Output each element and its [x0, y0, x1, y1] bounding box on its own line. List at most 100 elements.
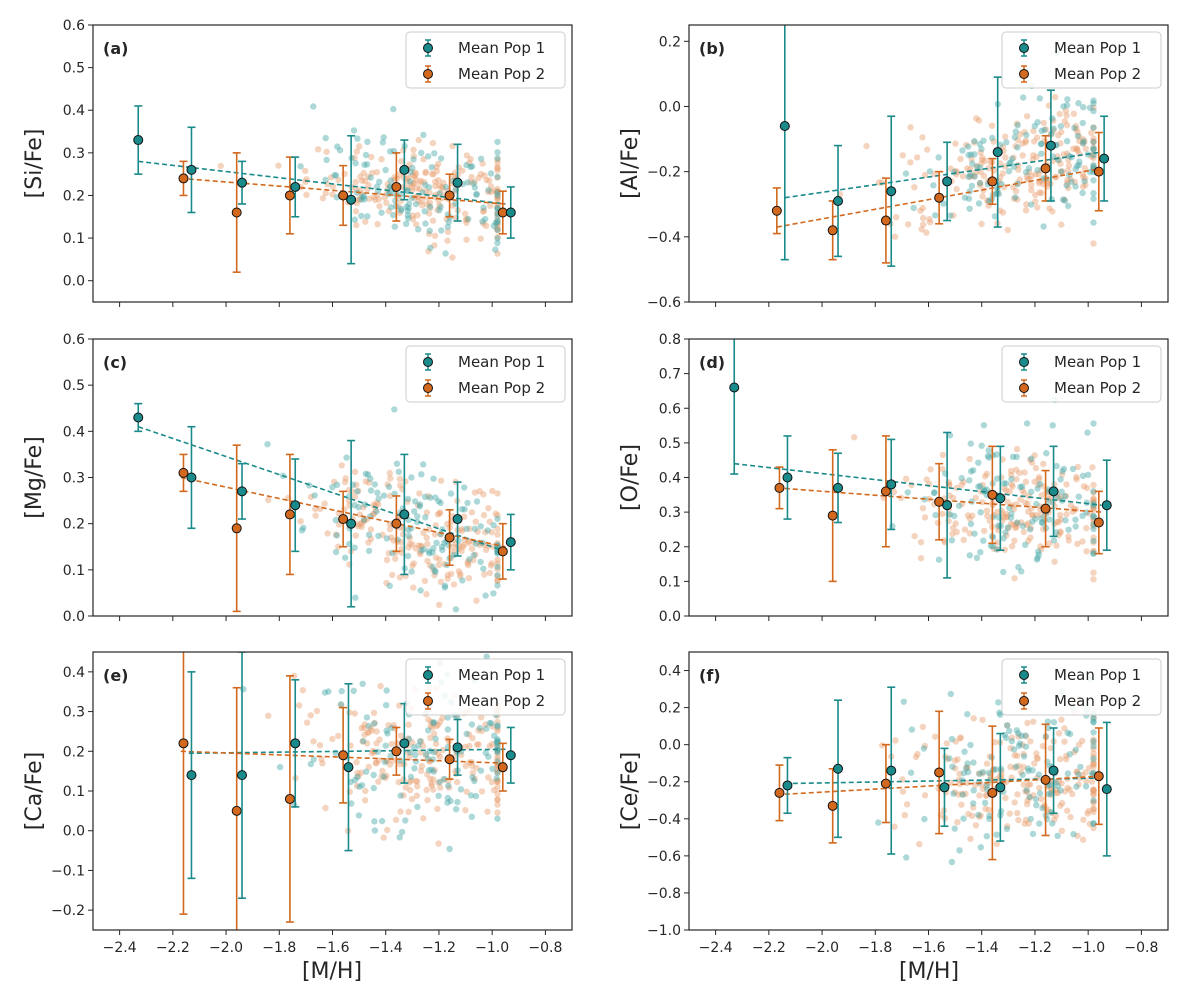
legend-marker	[1019, 357, 1029, 367]
scatter-point-pop1	[370, 771, 377, 779]
trend-line-pop1	[734, 462, 1102, 506]
scatter-point-pop2	[437, 718, 444, 726]
scatter-point-pop2	[385, 207, 392, 215]
scatter-point-pop2	[1025, 820, 1032, 827]
scatter-point-pop2	[1090, 534, 1097, 541]
scatter-point-pop2	[1070, 145, 1077, 152]
legend-label: Mean Pop 1	[1054, 353, 1141, 371]
scatter-point-pop2	[458, 527, 466, 535]
scatter-point-pop1	[995, 699, 1002, 706]
scatter-point-pop2	[358, 519, 365, 526]
scatter-point-pop2	[373, 759, 380, 766]
scatter-point-pop2	[1090, 791, 1097, 799]
scatter-point-pop2	[428, 782, 435, 789]
scatter-point-pop1	[370, 784, 377, 792]
scatter-point-pop2	[324, 530, 331, 537]
scatter-point-pop1	[1075, 161, 1083, 169]
x-tick-label: −1.4	[369, 940, 403, 956]
scatter-point-pop1	[1080, 138, 1087, 145]
scatter-point-pop1	[356, 783, 363, 790]
scatter-point-pop2	[377, 682, 384, 690]
scatter-point-pop2	[484, 808, 491, 815]
scatter-point-pop1	[407, 773, 415, 781]
scatter-point-pop2	[397, 732, 405, 739]
scatter-point-pop2	[1024, 719, 1031, 727]
scatter-point-pop2	[1029, 512, 1037, 519]
scatter-point-pop1	[1004, 524, 1011, 531]
scatter-point-pop2	[1034, 204, 1041, 211]
scatter-point-pop1	[472, 540, 480, 547]
scatter-point-pop2	[476, 488, 483, 495]
scatter-point-pop2	[1039, 742, 1047, 750]
scatter-point-pop2	[426, 199, 433, 206]
scatter-point-pop2	[381, 194, 388, 201]
scatter-point-pop2	[1017, 769, 1024, 776]
scatter-point-pop2	[999, 209, 1007, 216]
scatter-point-pop2	[1015, 166, 1022, 173]
scatter-point-pop2	[1090, 824, 1097, 832]
scatter-point-pop2	[432, 178, 439, 185]
scatter-point-pop2	[970, 715, 977, 722]
scatter-point-pop1	[414, 803, 421, 811]
scatter-point-pop1	[1018, 483, 1026, 490]
scatter-point-pop2	[1008, 734, 1016, 741]
scatter-point-pop1	[1065, 526, 1072, 533]
scatter-point-pop2	[1003, 510, 1010, 518]
scatter-point-pop1	[463, 525, 470, 532]
scatter-point-pop2	[473, 597, 480, 604]
scatter-point-pop2	[1015, 733, 1022, 740]
scatter-point-pop1	[1044, 718, 1052, 725]
scatter-point-pop2	[487, 183, 495, 190]
x-tick-label: −1.0	[1071, 940, 1105, 956]
mean-pop2-marker	[231, 805, 242, 816]
scatter-point-pop2	[1003, 513, 1010, 521]
scatter-point-pop1	[958, 475, 965, 482]
x-tick-label: −1.2	[422, 940, 456, 956]
scatter-point-pop1	[963, 765, 970, 772]
scatter-point-pop2	[412, 545, 419, 552]
scatter-point-pop1	[1072, 183, 1079, 190]
scatter-point-pop2	[483, 222, 490, 229]
scatter-point-pop2	[357, 521, 364, 528]
scatter-point-pop1	[494, 219, 501, 226]
legend-marker	[423, 383, 433, 393]
scatter-point-pop1	[355, 504, 362, 511]
scatter-point-pop2	[1017, 496, 1024, 503]
scatter-point-pop1	[446, 845, 453, 853]
scatter-point-pop1	[405, 200, 413, 207]
scatter-point-pop2	[351, 154, 358, 161]
scatter-point-pop2	[405, 721, 412, 728]
scatter-point-pop1	[452, 606, 460, 613]
scatter-point-pop2	[907, 124, 914, 131]
scatter-point-pop2	[1065, 537, 1073, 544]
mean-pop1-marker	[1048, 765, 1059, 776]
scatter-point-pop1	[1084, 471, 1092, 478]
scatter-point-pop1	[361, 161, 368, 168]
scatter-point-pop2	[1070, 110, 1078, 118]
scatter-point-pop2	[440, 776, 447, 783]
scatter-point-pop1	[1013, 727, 1020, 734]
mean-pop1-marker	[346, 194, 357, 205]
scatter-point-pop1	[997, 141, 1004, 148]
mean-pop2-marker	[284, 793, 295, 804]
scatter-point-pop2	[494, 790, 501, 798]
scatter-point-pop1	[968, 182, 976, 190]
scatter-point-pop1	[375, 495, 382, 502]
mean-pop1-marker	[186, 164, 197, 175]
scatter-point-pop2	[1090, 790, 1097, 797]
scatter-point-pop2	[423, 786, 430, 794]
scatter-point-pop1	[1015, 563, 1022, 571]
legend-marker	[1019, 43, 1029, 53]
scatter-point-pop2	[977, 182, 984, 189]
scatter-point-pop2	[983, 470, 990, 477]
scatter-point-pop2	[1033, 750, 1040, 757]
scatter-point-pop1	[965, 143, 972, 150]
scatter-point-pop2	[330, 478, 338, 486]
scatter-point-pop2	[494, 226, 501, 233]
scatter-point-pop2	[491, 187, 499, 194]
scatter-point-pop1	[332, 172, 340, 179]
scatter-point-pop2	[957, 735, 964, 742]
x-axis-label-left: [M/H]	[302, 959, 362, 984]
scatter-point-pop2	[463, 236, 470, 243]
scatter-point-pop1	[376, 178, 383, 185]
